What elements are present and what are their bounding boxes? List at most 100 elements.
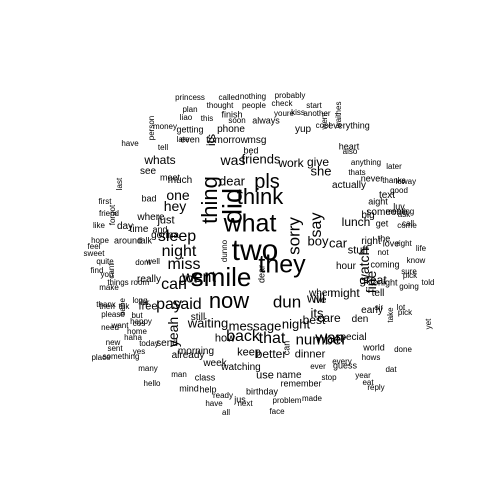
cloud-word: hows [361, 353, 381, 362]
cloud-word: lar [140, 298, 150, 307]
cloud-word: life [415, 244, 427, 253]
cloud-word: next [237, 399, 253, 408]
cloud-word: miss [167, 256, 201, 273]
cloud-word: watching [221, 362, 261, 373]
cloud-word: aight [368, 196, 388, 207]
cloud-word: free [138, 300, 158, 313]
cloud-word: first [98, 197, 112, 206]
cloud-word: mind [179, 383, 199, 394]
cloud-word: whats [144, 153, 176, 167]
cloud-word: stop [321, 373, 337, 382]
cloud-word: waiting [187, 315, 229, 331]
cloud-word: kiss [291, 108, 305, 117]
cloud-word: take [386, 307, 395, 323]
cloud-word: and [152, 224, 168, 235]
cloud-word: even [180, 134, 200, 145]
cloud-word: night [161, 243, 197, 260]
cloud-word: guess [332, 360, 358, 371]
cloud-word: special [335, 332, 367, 343]
cloud-word: tomorrow [206, 135, 248, 146]
cloud-word: last [115, 177, 124, 191]
cloud-word: you [100, 270, 114, 279]
cloud-word: cool [315, 121, 331, 130]
cloud-word: yet [424, 318, 433, 330]
cloud-word: gonna [151, 230, 179, 241]
cloud-word: nothing [239, 92, 267, 101]
cloud-word: they [258, 250, 306, 279]
cloud-word: liao [179, 113, 193, 122]
cloud-word: where [137, 212, 165, 223]
cloud-word: remember [280, 378, 322, 389]
cloud-word: have [121, 139, 139, 148]
cloud-word: lot [396, 303, 406, 312]
cloud-word: place [91, 353, 111, 362]
cloud-word: ive [313, 295, 327, 306]
cloud-word: sleep [157, 228, 197, 245]
cloud-word: ask [397, 210, 411, 219]
cloud-word: another [303, 109, 331, 118]
cloud-word: night [281, 316, 311, 332]
cloud-word: long [132, 296, 148, 305]
cloud-word: when [309, 288, 333, 299]
cloud-word: sent [107, 344, 123, 353]
cloud-word: friends [241, 151, 281, 167]
cloud-word: done [394, 345, 412, 354]
cloud-word: right [396, 239, 412, 248]
cloud-word: home [126, 327, 148, 336]
cloud-word: hello [143, 379, 161, 388]
cloud-word: pls [254, 171, 280, 193]
cloud-word: feel [87, 242, 101, 251]
cloud-word: really [137, 274, 161, 285]
cloud-word: think [236, 184, 284, 209]
cloud-word: probably [274, 91, 306, 100]
cloud-word: dat [385, 365, 397, 374]
cloud-word: pay [156, 296, 182, 313]
cloud-word: need [101, 323, 119, 332]
cloud-word: getting [176, 124, 204, 135]
cloud-word: coming [370, 259, 400, 270]
cloud-word: dont [135, 258, 151, 267]
cloud-word: meeting [385, 207, 415, 216]
cloud-word: right [361, 236, 381, 247]
cloud-word: every [332, 357, 352, 366]
cloud-word: will [306, 290, 326, 306]
cloud-word: meet [159, 172, 181, 183]
cloud-word: thats [348, 168, 366, 177]
cloud-word: now [208, 288, 250, 313]
cloud-word: pick [397, 308, 413, 317]
cloud-word: what [223, 209, 277, 238]
cloud-word: also [342, 147, 358, 156]
cloud-word: might [330, 286, 360, 300]
cloud-word: best [302, 313, 326, 327]
cloud-word: make [99, 283, 119, 292]
cloud-word: pick [402, 271, 418, 280]
cloud-word: week [203, 358, 227, 369]
cloud-word: things [107, 278, 129, 287]
cloud-word: today [139, 339, 159, 348]
cloud-word: bad [141, 193, 157, 204]
cloud-word: anything [350, 158, 382, 167]
cloud-word: wan [315, 330, 345, 347]
cloud-word: sorry [284, 217, 304, 255]
cloud-word: all [221, 408, 231, 417]
cloud-word: ever [310, 362, 326, 371]
cloud-word: boy [307, 233, 329, 249]
cloud-word: thk [118, 302, 130, 311]
cloud-word: was [220, 152, 246, 168]
cloud-word: can [281, 340, 292, 356]
cloud-word: someone [366, 207, 408, 218]
cloud-word: bed [243, 145, 259, 156]
cloud-word: way [401, 177, 417, 186]
cloud-word: everything [328, 120, 370, 131]
cloud-word: face [269, 407, 285, 416]
cloud-word: tell [371, 288, 385, 299]
cloud-word: jus [234, 394, 246, 405]
cloud-word: hope [91, 236, 109, 245]
cloud-word: lunch [341, 215, 371, 229]
cloud-word: but [131, 311, 143, 320]
cloud-word: money [152, 122, 178, 131]
cloud-word: back [226, 328, 260, 345]
cloud-word: heart [338, 141, 360, 152]
cloud-word: msg [247, 135, 267, 146]
cloud-word: den [351, 314, 369, 325]
